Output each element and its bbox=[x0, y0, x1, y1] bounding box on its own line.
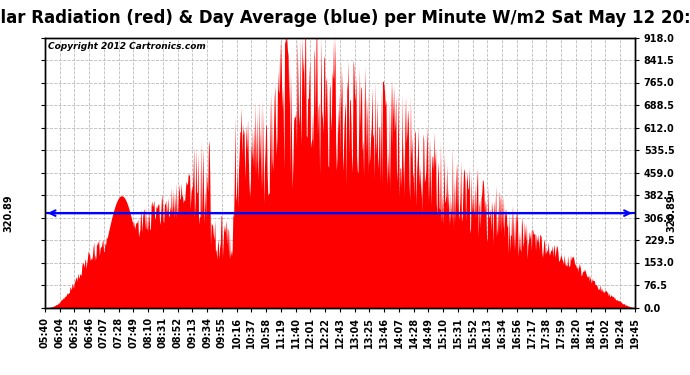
Text: 320.89: 320.89 bbox=[3, 194, 13, 232]
Text: Copyright 2012 Cartronics.com: Copyright 2012 Cartronics.com bbox=[48, 42, 206, 51]
Text: Solar Radiation (red) & Day Average (blue) per Minute W/m2 Sat May 12 20:02: Solar Radiation (red) & Day Average (blu… bbox=[0, 9, 690, 27]
Text: 320.89: 320.89 bbox=[667, 194, 676, 232]
